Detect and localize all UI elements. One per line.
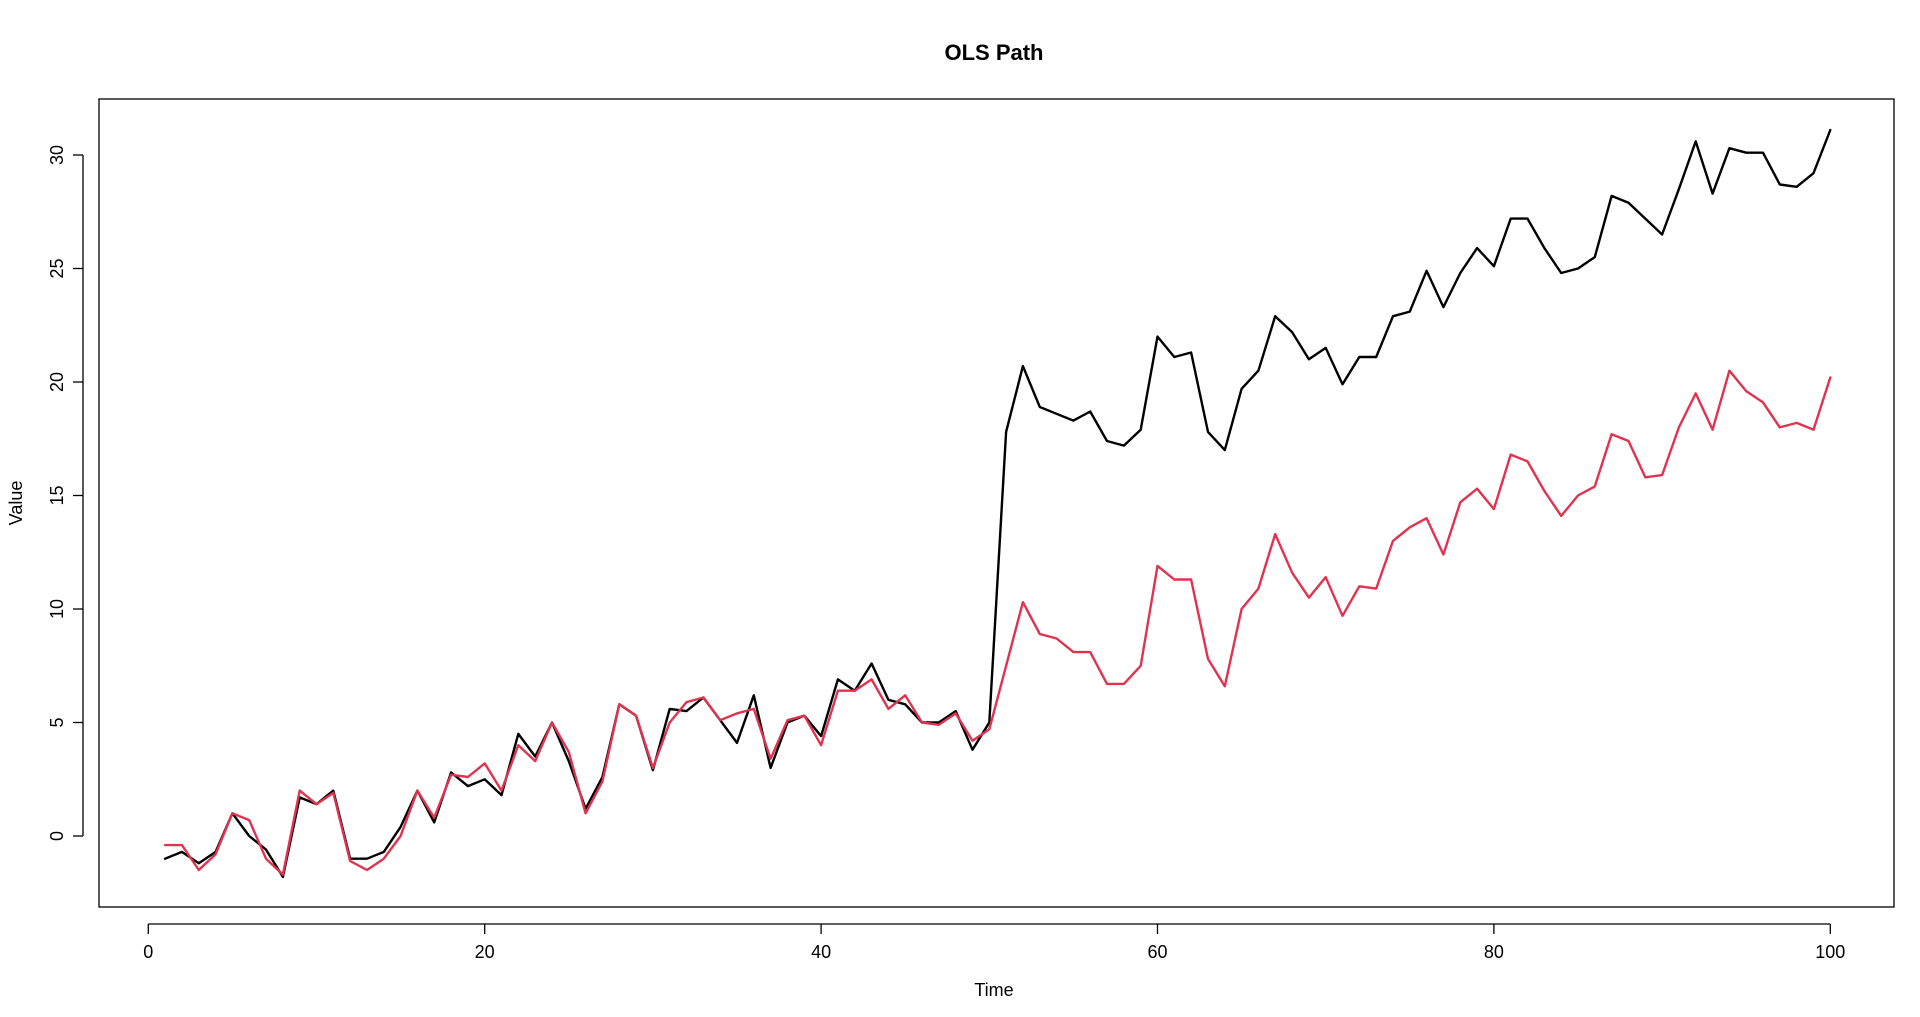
y-axis: 0 5 10 15 20 25 30 xyxy=(47,145,84,841)
x-tick-label: 0 xyxy=(143,942,153,962)
x-tick-label: 80 xyxy=(1484,942,1504,962)
y-tick-label: 0 xyxy=(47,831,67,841)
y-tick-label: 15 xyxy=(47,485,67,505)
y-tick-label: 30 xyxy=(47,145,67,165)
y-tick-label: 10 xyxy=(47,599,67,619)
x-tick-label: 60 xyxy=(1147,942,1167,962)
y-tick-label: 5 xyxy=(47,717,67,727)
x-tick-label: 20 xyxy=(475,942,495,962)
x-axis: 0 20 40 60 80 100 xyxy=(143,923,1845,962)
x-tick-label: 40 xyxy=(811,942,831,962)
plot-frame xyxy=(98,98,1895,908)
y-axis-label: Value xyxy=(6,481,26,526)
y-tick-label: 20 xyxy=(47,372,67,392)
y-tick-label: 25 xyxy=(47,258,67,278)
series-line-2 xyxy=(163,369,1832,876)
chart-title: OLS Path xyxy=(944,40,1043,65)
x-tick-label: 100 xyxy=(1815,942,1845,962)
series-layer xyxy=(163,128,1832,879)
x-axis-label: Time xyxy=(974,980,1013,1000)
